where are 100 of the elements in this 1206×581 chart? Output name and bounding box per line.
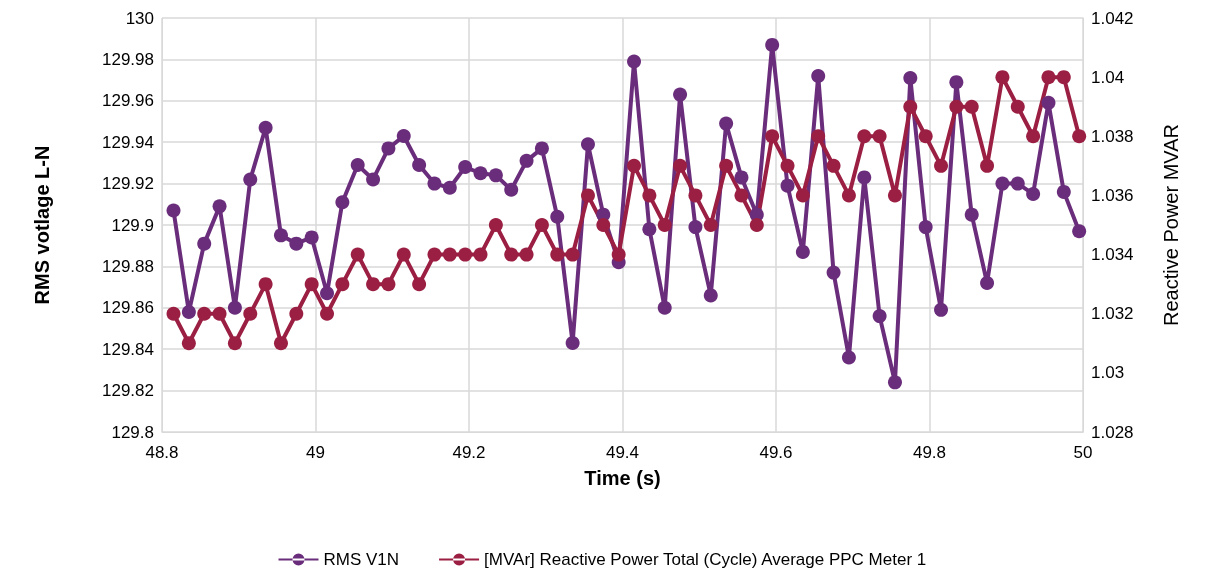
- point: [841, 350, 856, 365]
- point: [442, 180, 457, 195]
- point: [811, 68, 826, 83]
- point: [611, 247, 626, 262]
- point: [980, 158, 995, 173]
- point: [995, 176, 1010, 191]
- point: [534, 218, 549, 232]
- point: [442, 247, 457, 262]
- point: [780, 158, 795, 173]
- point: [381, 141, 396, 156]
- point: [396, 128, 411, 143]
- point: [765, 129, 780, 144]
- point: [335, 277, 350, 292]
- point: [903, 71, 918, 86]
- point: [887, 375, 902, 390]
- point: [1010, 99, 1025, 114]
- point: [596, 218, 611, 232]
- point: [181, 336, 196, 351]
- point: [642, 222, 657, 237]
- y-tick-label: 129.88: [102, 256, 154, 276]
- point: [258, 120, 273, 135]
- point: [934, 302, 949, 317]
- y2-tick-label: 1.042: [1091, 8, 1134, 28]
- point: [903, 99, 918, 114]
- point: [273, 228, 288, 243]
- y2-tick-label: 1.036: [1091, 185, 1134, 205]
- point: [166, 203, 181, 218]
- point: [289, 236, 304, 251]
- point: [826, 265, 841, 280]
- point: [918, 220, 933, 235]
- point: [258, 277, 273, 292]
- point: [335, 195, 350, 210]
- point: [381, 277, 396, 292]
- legend-label: [MVAr] Reactive Power Total (Cycle) Average PPC Meter 1: [484, 550, 927, 569]
- point: [504, 182, 519, 197]
- y-tick-label: 129.92: [102, 174, 154, 194]
- point: [795, 188, 810, 203]
- point: [1041, 95, 1056, 110]
- point: [243, 172, 258, 187]
- point: [519, 153, 534, 168]
- y-tick-label: 130: [125, 8, 154, 28]
- point: [350, 157, 365, 172]
- point: [565, 247, 580, 262]
- point: [1072, 129, 1087, 144]
- point: [1056, 184, 1071, 199]
- point: [320, 286, 335, 301]
- point: [273, 336, 288, 351]
- point: [550, 247, 565, 262]
- point: [473, 166, 488, 181]
- point: [227, 336, 242, 351]
- x-tick-label: 49.2: [452, 443, 486, 462]
- point: [412, 157, 427, 172]
- y2-tick-label: 1.032: [1091, 304, 1134, 324]
- point: [995, 70, 1010, 85]
- point: [1026, 129, 1041, 144]
- point: [166, 306, 181, 321]
- point: [657, 300, 672, 315]
- point: [719, 158, 734, 173]
- point: [887, 188, 902, 203]
- point: [427, 176, 442, 191]
- point: [703, 288, 718, 303]
- point: [212, 199, 227, 214]
- point: [795, 244, 810, 259]
- x-axis-title: Time (s): [584, 467, 661, 489]
- point: [872, 129, 887, 144]
- y-tick-label: 129.9: [111, 215, 154, 235]
- y-tick-label: 129.86: [102, 298, 154, 318]
- point: [734, 170, 749, 185]
- point: [396, 247, 411, 262]
- point: [749, 218, 764, 232]
- y-tick-label: 129.8: [111, 422, 154, 442]
- point: [1072, 224, 1087, 239]
- point: [627, 54, 642, 69]
- y-tick-label: 129.98: [102, 49, 154, 69]
- point: [780, 178, 795, 193]
- point: [872, 309, 887, 324]
- point: [366, 172, 381, 187]
- point: [673, 87, 688, 102]
- point: [427, 247, 442, 262]
- y-tick-label: 129.84: [102, 339, 154, 359]
- point: [811, 129, 826, 144]
- point: [304, 277, 319, 292]
- point: [642, 188, 657, 203]
- point: [1056, 70, 1071, 85]
- point: [964, 207, 979, 222]
- point: [719, 116, 734, 131]
- legend-label: RMS V1N: [323, 550, 400, 569]
- point: [857, 170, 872, 185]
- point: [534, 141, 549, 156]
- point: [627, 158, 642, 173]
- point: [565, 335, 580, 350]
- point: [473, 247, 488, 262]
- point: [504, 247, 519, 262]
- point: [673, 158, 688, 173]
- point: [826, 158, 841, 173]
- x-tick-label: 48.8: [145, 443, 179, 462]
- y2-tick-label: 1.034: [1091, 245, 1134, 265]
- point: [580, 137, 595, 152]
- point: [734, 188, 749, 203]
- point: [657, 218, 672, 232]
